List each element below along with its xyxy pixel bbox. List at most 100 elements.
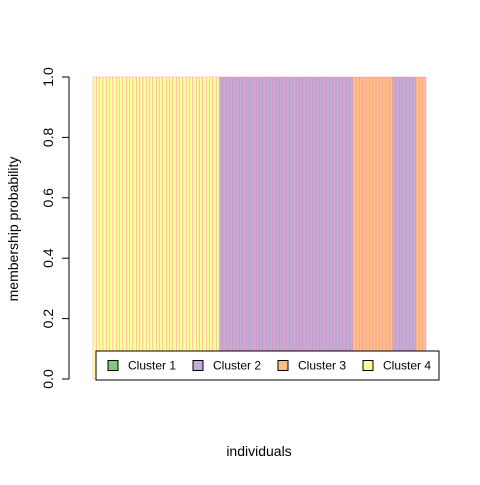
bar-individual-9 [119,76,124,380]
bar-individual-47 [246,76,250,380]
x-axis-label: individuals [226,443,291,459]
bar-individual-56 [275,76,280,380]
bar-individual-68 [315,76,320,380]
bar-individual-23 [166,76,170,380]
bar-individual-21 [159,76,164,380]
bar-individual-35 [206,76,210,380]
bar-individual-84 [369,76,373,380]
bar-individual-95 [405,76,410,380]
bar-individual-7 [112,76,117,380]
bar-individual-60 [289,76,293,380]
legend-label-cluster-1: Cluster 1 [128,359,176,373]
bar-individual-51 [259,76,263,380]
bar-individual-69 [319,76,323,380]
legend-swatch-cluster-2 [192,360,204,371]
bar-individual-76 [342,76,347,380]
bar-individual-8 [116,76,120,380]
bar-individual-16 [142,76,147,380]
bar-individual-81 [359,76,363,380]
bar-individual-38 [216,76,220,380]
bar-individual-45 [239,76,244,380]
bar-individual-28 [182,76,187,380]
bar-individual-4 [102,76,107,380]
legend-swatch-cluster-3 [277,360,289,371]
bar-individual-44 [236,76,240,380]
bar-individual-94 [402,76,407,380]
bar-individual-36 [209,76,214,380]
bar-individual-86 [375,76,380,380]
legend-label-cluster-4: Cluster 4 [383,359,431,373]
bar-individual-17 [146,76,150,380]
bar-individual-72 [329,76,333,380]
bar-individual-24 [169,76,174,380]
bar-individual-1 [92,76,97,380]
bar-individual-11 [126,76,130,380]
bar-individual-52 [262,76,267,380]
bar-individual-40 [222,76,227,380]
bar-individual-90 [389,76,393,380]
y-tick-label: 0.0 [40,369,56,389]
bar-individual-80 [355,76,360,380]
bar-individual-39 [219,76,224,380]
y-tick-label: 1.0 [40,67,56,87]
legend-box [95,350,440,381]
bar-individual-19 [152,76,157,380]
bar-individual-83 [365,76,370,380]
bar-individual-70 [322,76,327,380]
bar-individual-71 [325,76,330,380]
bar-individual-26 [176,76,180,380]
bar-individual-93 [399,76,403,380]
legend-swatch-cluster-1 [107,360,119,371]
bar-individual-43 [232,76,237,380]
bar-individual-59 [285,76,290,380]
bar-individual-34 [202,76,207,380]
bar-group [92,76,427,380]
bar-individual-98 [415,76,420,380]
legend-label-cluster-3: Cluster 3 [298,359,346,373]
bar-individual-5 [106,76,110,380]
bar-individual-99 [419,76,423,380]
bar-individual-2 [96,76,100,380]
bar-individual-74 [335,76,340,380]
y-axis: 0.0 0.2 0.4 0.6 0.8 1.0 [40,67,70,389]
bar-individual-96 [409,76,413,380]
bar-individual-78 [349,76,353,380]
bar-individual-55 [272,76,277,380]
y-tick-label: 0.8 [40,127,56,147]
bar-individual-88 [382,76,387,380]
bar-individual-48 [249,76,253,380]
bar-individual-10 [122,76,127,380]
bar-individual-63 [299,76,303,380]
bar-individual-30 [189,76,194,380]
bar-individual-32 [196,76,200,380]
bar-individual-46 [242,76,247,380]
bar-individual-50 [256,76,260,380]
y-tick-label: 0.4 [40,248,56,268]
bar-individual-25 [172,76,177,380]
bar-individual-31 [192,76,197,380]
y-tick-label: 0.2 [40,309,56,329]
bar-individual-85 [372,76,377,380]
bar-individual-91 [392,76,397,380]
bar-individual-27 [179,76,184,380]
bar-individual-13 [132,76,137,380]
bar-individual-82 [362,76,367,380]
legend-label-cluster-2: Cluster 2 [213,359,261,373]
bar-individual-61 [292,76,297,380]
y-tick-label: 0.6 [40,188,56,208]
legend: Cluster 1 Cluster 2 Cluster 3 Cluster 4 [95,350,440,381]
bar-individual-64 [302,76,307,380]
bar-individual-87 [379,76,383,380]
bar-individual-53 [266,76,270,380]
bar-individual-58 [282,76,287,380]
bar-individual-77 [345,76,350,380]
bar-individual-49 [252,76,257,380]
bar-individual-54 [269,76,273,380]
bar-individual-41 [226,76,230,380]
bar-individual-22 [162,76,167,380]
bar-individual-97 [412,76,417,380]
bar-individual-37 [212,76,217,380]
bar-individual-65 [305,76,310,380]
